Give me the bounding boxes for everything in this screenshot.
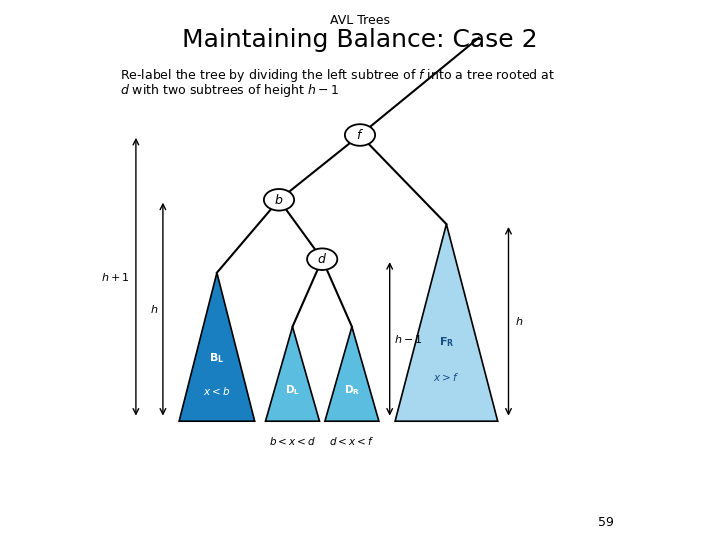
Ellipse shape xyxy=(264,189,294,211)
Text: $h+1$: $h+1$ xyxy=(101,271,130,283)
Text: AVL Trees: AVL Trees xyxy=(330,14,390,26)
Text: $\mathbf{D_L}$: $\mathbf{D_L}$ xyxy=(285,383,300,396)
Text: $b$: $b$ xyxy=(274,193,284,207)
Polygon shape xyxy=(325,327,379,421)
Text: Maintaining Balance: Case 2: Maintaining Balance: Case 2 xyxy=(182,28,538,52)
Ellipse shape xyxy=(307,248,337,270)
Polygon shape xyxy=(179,273,255,421)
Text: $d$: $d$ xyxy=(318,252,327,266)
Ellipse shape xyxy=(345,124,375,146)
Text: $h$: $h$ xyxy=(515,315,523,327)
Text: $\mathbf{B_L}$: $\mathbf{B_L}$ xyxy=(210,352,225,365)
Text: $x < b$: $x < b$ xyxy=(203,384,230,396)
Text: $h-1$: $h-1$ xyxy=(394,333,423,345)
Text: Re-label the tree by dividing the left subtree of $f$ into a tree rooted at: Re-label the tree by dividing the left s… xyxy=(120,68,554,84)
Text: $\mathbf{D_R}$: $\mathbf{D_R}$ xyxy=(344,383,360,396)
Polygon shape xyxy=(266,327,320,421)
Text: $x > f$: $x > f$ xyxy=(433,371,459,383)
Text: $h$: $h$ xyxy=(150,303,158,315)
Text: $\mathbf{F_R}$: $\mathbf{F_R}$ xyxy=(438,335,454,349)
Polygon shape xyxy=(395,224,498,421)
Text: $d < x < f$: $d < x < f$ xyxy=(329,435,374,447)
Text: 59: 59 xyxy=(598,516,613,529)
Text: $d$ with two subtrees of height $h-1$: $d$ with two subtrees of height $h-1$ xyxy=(120,82,339,99)
Text: $f$: $f$ xyxy=(356,128,364,142)
Text: $b < x < d$: $b < x < d$ xyxy=(269,435,316,447)
